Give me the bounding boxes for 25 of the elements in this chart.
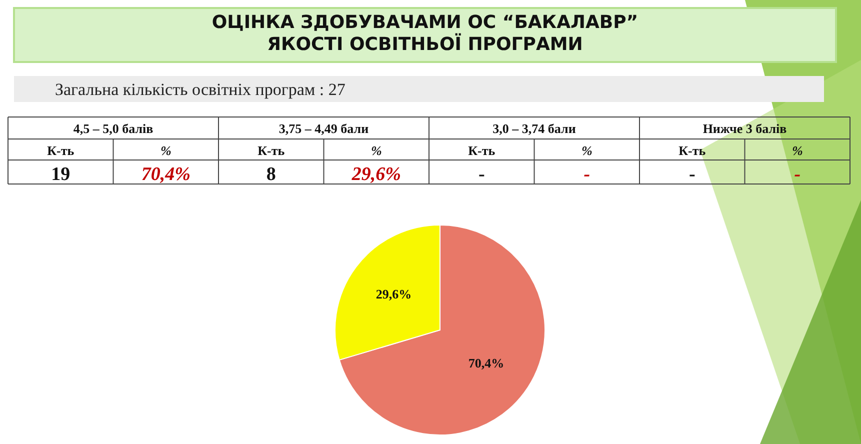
text: -: [688, 164, 696, 185]
text: К-ть: [468, 143, 496, 158]
data-label: 29,6%: [376, 286, 412, 302]
data-label: 70,4%: [468, 356, 504, 371]
text: ОЦІНКА ЗДОБУВАЧАМИ ОС “БАКАЛАВР” ЯКОСТІ ОСВІТНЬОЇ ПРОГРАМИ: [212, 12, 638, 55]
text: К-ть: [258, 143, 285, 158]
text: 29,6%: [350, 164, 401, 185]
text: -: [794, 164, 801, 185]
text: %: [160, 143, 172, 158]
text: Нижче 3 балів: [702, 121, 787, 136]
text: %: [792, 143, 803, 158]
text: 8: [266, 164, 276, 185]
text: -: [478, 164, 485, 185]
text: -: [584, 164, 590, 185]
text: К-ть: [47, 143, 74, 158]
text: 70,4%: [141, 164, 190, 185]
text: 3,75 – 4,49 бали: [278, 121, 370, 136]
text: 19: [51, 164, 70, 185]
text: Загальна кількість освітніх програм : 27: [55, 80, 346, 99]
text: 4,5 – 5,0 балів: [73, 121, 154, 136]
text: 3,0 – 3,74 бали: [492, 121, 576, 136]
text: К-ть: [678, 143, 706, 158]
pie-slice: [338, 224, 546, 436]
text: %: [581, 143, 592, 158]
text: %: [370, 143, 382, 158]
